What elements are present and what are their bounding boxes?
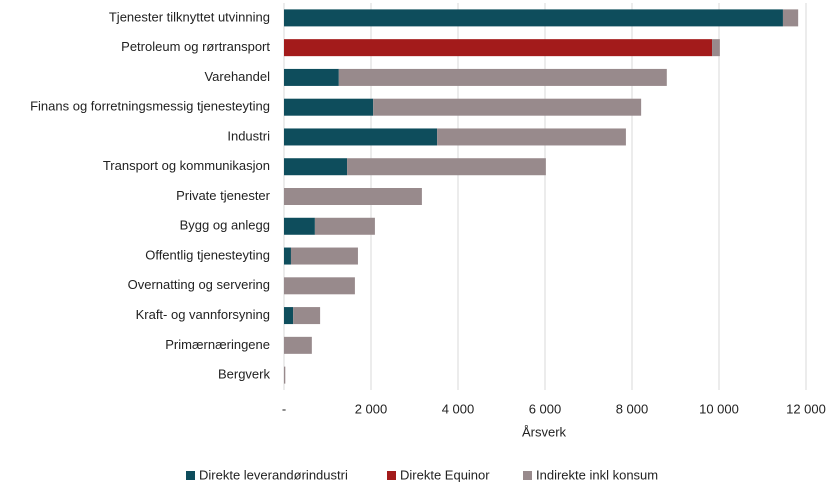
- legend-label: Direkte leverandørindustri: [199, 467, 348, 482]
- bar-segment: [712, 39, 720, 57]
- bar-segment: [338, 68, 667, 86]
- y-tick-label: Private tjenester: [176, 188, 271, 203]
- bar-segment: [284, 158, 348, 176]
- y-tick-label: Offentlig tjenesteyting: [145, 247, 270, 262]
- bar-segment: [347, 158, 546, 176]
- x-tick-label: 6 000: [529, 401, 562, 416]
- bar-segment: [314, 217, 375, 235]
- bar-segment: [284, 98, 374, 116]
- bar-segment: [782, 9, 799, 27]
- bar-segment: [284, 68, 339, 86]
- bar-segment: [373, 98, 642, 116]
- legend-swatch: [387, 471, 396, 480]
- y-tick-label: Finans og forretningsmessig tjenesteytin…: [30, 99, 270, 114]
- y-tick-label: Bygg og anlegg: [180, 218, 270, 233]
- x-tick-label: 10 000: [699, 401, 739, 416]
- bar-segment: [284, 217, 315, 235]
- x-tick-label: 8 000: [616, 401, 649, 416]
- x-tick-label: 2 000: [355, 401, 388, 416]
- bar-segment: [290, 247, 358, 265]
- bar-segment: [284, 277, 355, 295]
- bar-segment: [284, 247, 291, 265]
- legend-swatch: [523, 471, 532, 480]
- bar-segment: [437, 128, 626, 146]
- y-tick-label: Overnatting og servering: [128, 277, 270, 292]
- bar-segment: [284, 9, 783, 27]
- y-tick-label: Bergverk: [218, 367, 271, 382]
- bar-segment: [284, 307, 294, 325]
- bar-segment: [284, 188, 422, 205]
- y-tick-label: Varehandel: [204, 69, 270, 84]
- legend-swatch: [186, 471, 195, 480]
- bar-segment: [284, 128, 438, 146]
- y-tick-label: Primærnæringene: [165, 337, 270, 352]
- bar-segment: [284, 39, 713, 57]
- y-tick-label: Transport og kommunikasjon: [103, 158, 270, 173]
- x-tick-label: 4 000: [442, 401, 475, 416]
- x-axis-title: Årsverk: [522, 424, 567, 439]
- legend-label: Direkte Equinor: [400, 467, 490, 482]
- y-tick-label: Kraft- og vannforsyning: [136, 307, 270, 322]
- y-tick-label: Tjenester tilknyttet utvinning: [109, 9, 270, 24]
- y-tick-label: Petroleum og rørtransport: [121, 39, 270, 54]
- y-tick-label: Industri: [227, 128, 270, 143]
- legend-label: Indirekte inkl konsum: [536, 467, 658, 482]
- x-tick-label: 12 000: [786, 401, 826, 416]
- bar-segment: [293, 307, 321, 325]
- bar-segment: [284, 336, 312, 354]
- bar-segment: [284, 366, 286, 384]
- x-tick-label: -: [282, 401, 286, 416]
